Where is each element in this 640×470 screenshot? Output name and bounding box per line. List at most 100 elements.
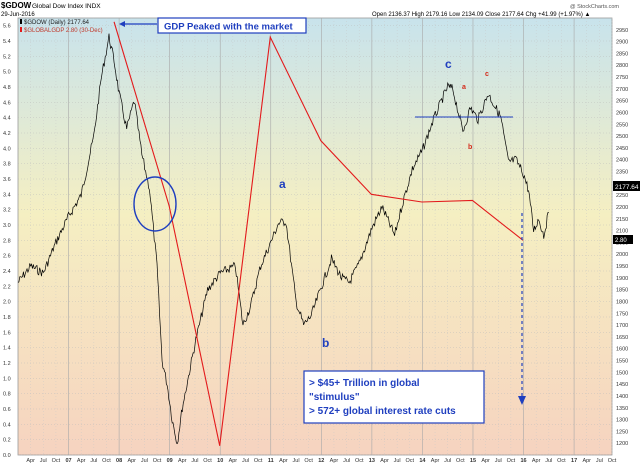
right-tick-label: 2700 [616,87,628,93]
last-value-gdp: 2.80 [613,235,633,244]
symbol-label: $GDOW [1,1,32,10]
right-tick-label: 1450 [616,382,628,388]
x-tick-label: Oct [406,458,415,464]
left-tick-label: 5.2 [3,54,11,60]
stimulus-line-1: > $45+ Trillion in global [309,378,420,389]
left-tick-label: 1.4 [3,346,11,352]
right-tick-label: 2150 [616,217,628,223]
right-tick-label: 1200 [616,441,628,447]
x-tick-label: Apr [26,458,35,464]
wave-label-small-a: a [462,84,466,91]
x-tick-label: Apr [532,458,541,464]
left-tick-label: 1.6 [3,330,11,336]
x-tick-label: Apr [481,458,490,464]
left-tick-label: 3.4 [3,192,11,198]
left-tick-label: 4.8 [3,85,11,91]
x-tick-label: Apr [77,458,86,464]
left-tick-label: 2.2 [3,284,11,290]
right-tick-label: 2350 [616,170,628,176]
legend-primary: $GDOW (Daily) 2177.64 [24,20,90,26]
legend-swatch-gdp [20,27,22,32]
left-tick-label: 5.4 [3,39,11,45]
x-tick-label: 15 [470,458,476,464]
last-value-gdow-bg [613,181,640,191]
right-tick-label: 2600 [616,110,628,116]
x-tick-label: Apr [229,458,238,464]
right-tick-label: 2250 [616,193,628,199]
x-tick-label: 09 [167,458,173,464]
x-tick-label: Oct [456,458,465,464]
x-tick-label: 16 [520,458,526,464]
x-tick-label: Jul [596,458,603,464]
x-tick-label: Oct [304,458,313,464]
x-tick-label: 08 [116,458,122,464]
left-tick-label: 2.4 [3,269,11,275]
x-tick-label: Oct [102,458,111,464]
x-tick-label: Oct [557,458,566,464]
last-value-gdp-bg [613,235,633,244]
left-tick-label: 4.6 [3,100,11,106]
legend-secondary: $GLOBALGDP 2.80 (30-Dec) [24,28,103,34]
x-tick-label: Oct [355,458,364,464]
x-tick-label: Apr [431,458,440,464]
last-value-gdp-text: 2.80 [615,238,627,244]
right-tick-label: 1600 [616,347,628,353]
right-tick-label: 1800 [616,299,628,305]
left-tick-label: 1.0 [3,376,11,382]
x-tick-label: Oct [203,458,212,464]
right-tick-label: 1400 [616,394,628,400]
right-tick-label: 2500 [616,134,628,140]
x-tick-label: Jul [394,458,401,464]
right-tick-label: 2550 [616,122,628,128]
left-tick-label: 1.2 [3,361,11,367]
right-tick-label: 2200 [616,205,628,211]
x-tick-label: Oct [254,458,263,464]
left-tick-label: 3.0 [3,223,11,229]
x-tick-label: Jul [545,458,552,464]
stimulus-box [303,370,485,424]
x-tick-label: Jul [191,458,198,464]
x-tick-label: Oct [608,458,617,464]
wave-label-b: b [322,336,329,350]
x-tick-label: Jul [495,458,502,464]
x-tick-label: Jul [444,458,451,464]
x-tick-label: Jul [141,458,148,464]
stimulus-annotation: > $45+ Trillion in global "stimulus" > 5… [303,370,485,424]
x-axis: Apr Jul Oct 07 Apr Jul Oct 08 Apr Jul Oct 09 Apr Jul O… [26,458,616,464]
stimulus-line-3: > 572+ global interest rate cuts [309,406,456,417]
watermark: @ StockCharts.com [570,4,619,10]
left-tick-label: 3.8 [3,162,11,168]
right-tick-label: 2400 [616,158,628,164]
wave-label-c: c [445,57,452,71]
left-tick-label: 3.6 [3,177,11,183]
left-axis: 0.0 0.2 0.4 0.6 0.8 1.0 1.2 1.4 1.6 1.8 2.0 2.2 2.4 2… [3,24,11,459]
right-tick-label: 2650 [616,99,628,105]
right-tick-label: 2850 [616,51,628,57]
x-tick-label: 12 [318,458,324,464]
left-tick-label: 2.8 [3,238,11,244]
right-tick-label: 1500 [616,370,628,376]
left-tick-label: 4.2 [3,131,11,137]
x-tick-label: 11 [268,458,274,464]
x-tick-label: Jul [40,458,47,464]
right-tick-label: 2450 [616,146,628,152]
highlight-circle [133,176,177,232]
right-tick-label: 2800 [616,63,628,69]
gdp-peak-arrow-head [119,21,125,27]
x-tick-label: 10 [217,458,223,464]
gdow-price-line [17,33,549,445]
x-tick-label: 13 [369,458,375,464]
right-tick-label: 1550 [616,359,628,365]
x-tick-label: Oct [507,458,516,464]
x-tick-label: Apr [380,458,389,464]
x-tick-label: Apr [279,458,288,464]
wave-label-small-b: b [468,144,472,151]
global-gdp-line [113,21,524,446]
wave-label-a: a [279,177,286,191]
right-tick-label: 1300 [616,418,628,424]
right-tick-label: 1650 [616,335,628,341]
left-tick-label: 1.8 [3,315,11,321]
left-tick-label: 4.4 [3,116,11,122]
stimulus-line-2: "stimulus" [309,392,360,403]
